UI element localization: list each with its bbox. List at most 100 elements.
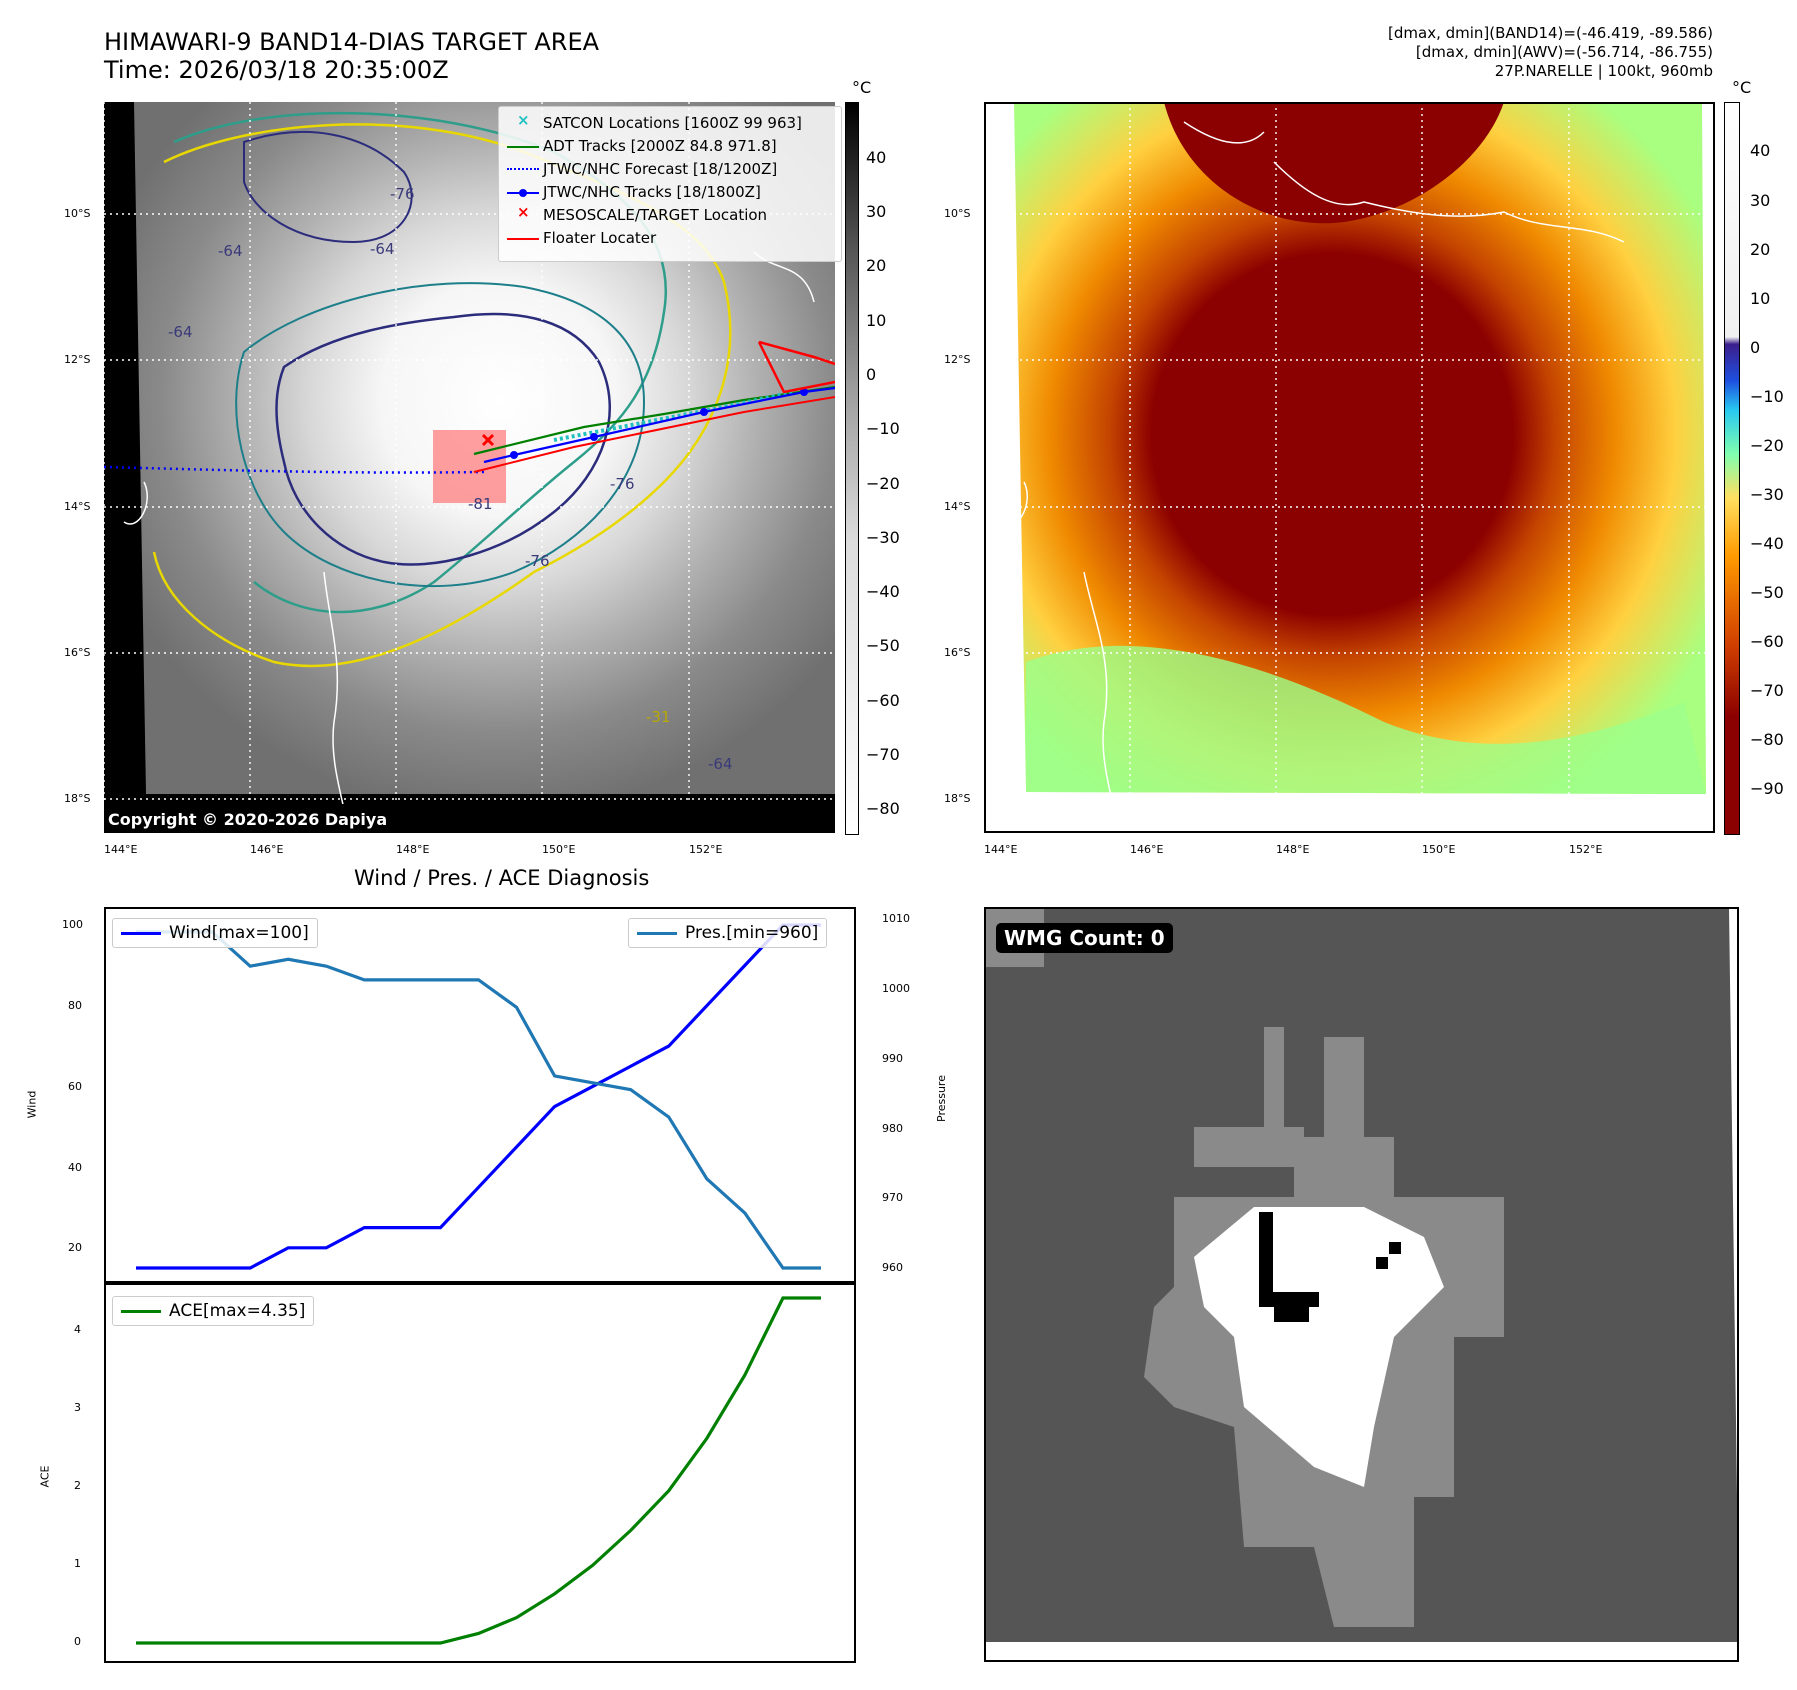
contour-label: -64 [218,242,243,260]
colorbar-tick: −50 [866,636,900,655]
wind-tick: 80 [68,999,82,1012]
ace-tick: 2 [74,1479,81,1492]
colorbar-tick: −20 [1750,436,1784,455]
wmg-white-region [1194,1207,1444,1487]
lat-label: 12°S [64,353,91,366]
jtwc-track [483,386,835,464]
forecast-track [104,465,485,474]
ace-tick: 1 [74,1557,81,1570]
colorbar-tick: 10 [866,311,887,330]
wind-tick: 20 [68,1241,82,1254]
colorbar-tick: −70 [1750,681,1784,700]
colorbar-unit: °C [852,78,872,97]
colorbar-tick: 20 [1750,240,1771,259]
lat-label: 12°S [944,353,971,366]
colorbar-tick: 20 [866,256,887,275]
ace-legend-swatch [121,1309,161,1313]
lat-label: 14°S [64,500,91,513]
colorbar-tick: 10 [1750,289,1771,308]
line-icon [505,136,543,156]
colorbar-tick: 30 [866,202,887,221]
legend-item-tracks: JTWC/NHC Tracks [18/1800Z] [505,180,835,203]
wind-pressure-panel [104,907,856,1283]
gray-colorbar [845,102,859,835]
pressure-axis-label: Pressure [934,1075,948,1122]
pressure-legend: Pres.[min=960] [628,918,828,948]
lon-label: 146°E [1130,843,1164,856]
lat-label: 10°S [64,207,91,220]
contour-indigo [275,312,612,566]
line-icon [505,228,543,248]
pressure-tick: 990 [882,1052,903,1065]
colorbar-tick: −10 [1750,387,1784,406]
awv-field [1014,102,1706,794]
copyright-bar [104,804,835,833]
colorbar-tick: −40 [1750,534,1784,553]
lon-label: 150°E [542,843,576,856]
lon-label: 150°E [1422,843,1456,856]
wind-tick: 60 [68,1080,82,1093]
colorbar-tick: 0 [1750,338,1761,357]
contour-label: -81 [468,495,493,513]
x-marker-icon: × [517,110,530,129]
contour-label: -76 [610,475,635,493]
stats-line2: [dmax, dmin](AWV)=(-56.714, -86.755) [1415,43,1713,61]
wind-series-line [136,923,821,1270]
stats-line1: [dmax, dmin](BAND14)=(-46.419, -89.586) [1388,24,1713,42]
lat-label: 14°S [944,500,971,513]
awv-map [984,102,1715,833]
legend-item-floater: Floater Locater [505,226,835,249]
legend-item-satcon: × SATCON Locations [1600Z 99 963] [505,111,835,134]
floater-line [473,396,835,473]
awv-coastline [1003,121,1625,833]
contour-label: -64 [168,323,193,341]
awv-north-band [1164,102,1504,224]
lat-label: 16°S [944,646,971,659]
map-title-line2: Time: 2026/03/18 20:35:00Z [104,56,449,84]
diagnosis-title: Wind / Pres. / ACE Diagnosis [354,866,650,890]
line-dot-icon [505,182,543,202]
lat-label: 16°S [64,646,91,659]
pressure-series-line [136,930,821,1270]
lat-label: 10°S [944,207,971,220]
lon-label: 144°E [984,843,1018,856]
contour-label: -64 [370,240,395,258]
wmg-black-region [1259,1212,1401,1322]
colorbar-tick: −60 [1750,632,1784,651]
lon-label: 144°E [104,843,138,856]
contour-yellow [152,123,732,668]
x-marker-icon: × [517,202,530,221]
wind-axis-label: Wind [25,1090,39,1119]
lon-label: 148°E [1276,843,1310,856]
wind-legend: Wind[max=100] [112,918,318,948]
ace-legend: ACE[max=4.35] [112,1296,315,1326]
floater-locater [757,340,835,394]
lat-label: 18°S [944,792,971,805]
pressure-tick: 1000 [882,982,910,995]
target-marker [481,433,495,447]
map-title-line1: HIMAWARI-9 BAND14-DIAS TARGET AREA [104,28,600,56]
pressure-tick: 1010 [882,912,910,925]
ace-panel [104,1283,856,1663]
pressure-tick: 980 [882,1122,903,1135]
awv-colorbar [1724,102,1740,835]
contour-label: -64 [708,755,733,773]
colorbar-tick: −90 [1750,779,1784,798]
colorbar-tick: −80 [866,799,900,818]
map-legend: × SATCON Locations [1600Z 99 963] ADT Tr… [498,106,842,262]
pressure-tick: 970 [882,1191,903,1204]
colorbar-tick: −30 [1750,485,1784,504]
pressure-legend-swatch [637,931,677,935]
contour-teal [173,111,668,614]
contour-north [243,131,413,244]
colorbar-tick: 30 [1750,191,1771,210]
ace-series-line [136,1296,821,1645]
ace-axis-label: ACE [38,1465,52,1488]
awv-dry-region [1026,645,1706,794]
colorbar-tick: −80 [1750,730,1784,749]
colorbar-tick: 40 [866,148,887,167]
colorbar-unit: °C [1732,78,1752,97]
colorbar-tick: −30 [866,528,900,547]
lat-label: 18°S [64,792,91,805]
lon-label: 152°E [1569,843,1603,856]
